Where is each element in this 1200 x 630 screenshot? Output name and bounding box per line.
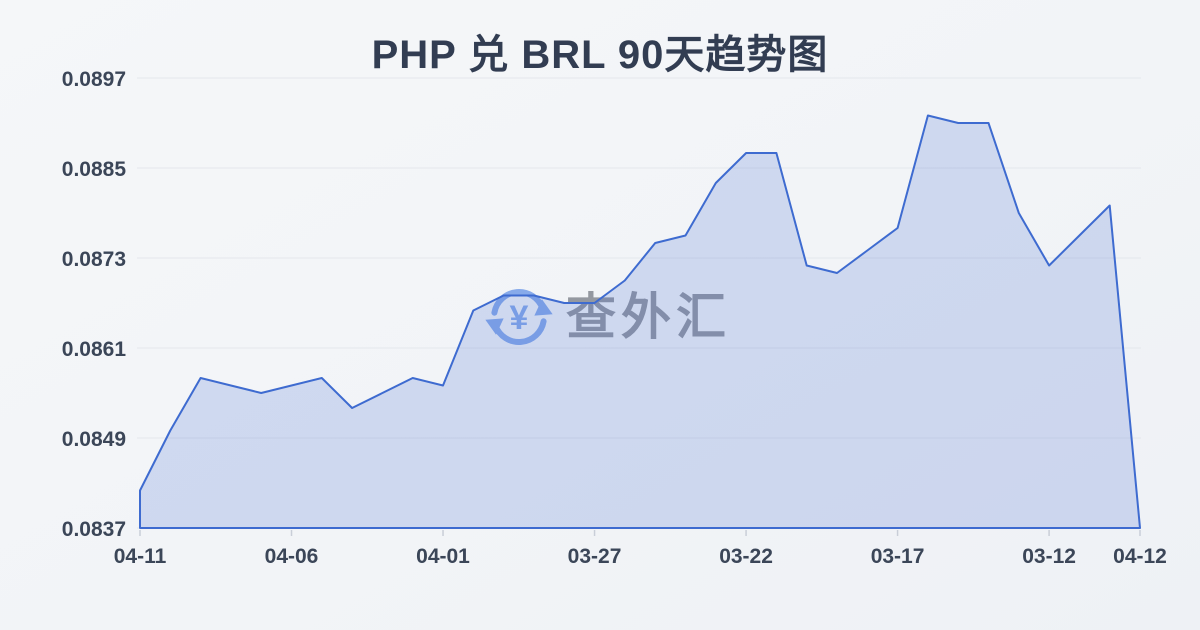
y-axis-label: 0.0873 [62,248,126,271]
x-axis-label: 03-12 [1022,545,1076,568]
watermark: ¥ 查外汇 [485,289,731,345]
x-axis-label: 03-17 [871,545,925,568]
chart-title: PHP 兑 BRL 90天趋势图 [371,33,829,77]
x-axis-label: 04-06 [265,545,319,568]
x-axis-label: 04-01 [416,545,470,568]
y-axis: 0.0897 0.0885 0.0873 0.0861 0.0849 0.0837 [62,68,127,541]
y-axis-label: 0.0861 [62,338,127,361]
y-axis-label: 0.0885 [62,158,127,181]
x-axis-label: 03-27 [568,545,622,568]
x-axis-label: 04-12 [1113,545,1167,568]
watermark-text: 查外汇 [566,289,731,345]
x-axis: 04-11 04-06 04-01 03-27 03-22 03-17 03-12 04-12 [114,530,1167,568]
x-axis-label: 04-11 [114,545,167,568]
currency-exchange-icon: ¥ [485,289,553,345]
yuan-symbol: ¥ [510,299,529,337]
y-axis-label: 0.0897 [62,68,126,91]
y-axis-label: 0.0849 [62,428,126,451]
area-series [139,114,1141,529]
x-axis-label: 03-22 [719,545,773,568]
y-axis-label: 0.0837 [62,518,126,541]
